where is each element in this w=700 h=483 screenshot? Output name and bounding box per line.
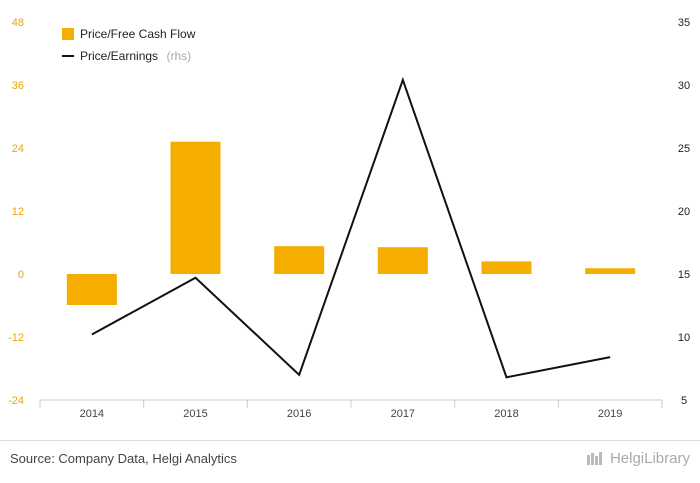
brand-logo: HelgiLibrary <box>586 450 690 467</box>
bar <box>585 268 636 274</box>
left-tick-label: 24 <box>12 143 24 155</box>
bar <box>274 246 325 274</box>
left-tick-label: -12 <box>8 332 24 344</box>
x-tick-label: 2016 <box>287 408 311 420</box>
legend-swatch-bar <box>62 28 74 40</box>
right-tick-label: 10 <box>678 332 690 344</box>
left-tick-label: 0 <box>18 269 24 281</box>
legend-entry-line: Price/Earnings (rhs) <box>80 47 191 64</box>
x-tick-label: 2014 <box>80 408 104 420</box>
x-tick-label: 2018 <box>494 408 518 420</box>
source-note: Source: Company Data, Helgi Analytics <box>10 451 237 466</box>
legend-label-bar: Price/Free Cash Flow <box>80 27 196 41</box>
left-tick-label: 48 <box>12 17 24 29</box>
right-tick-label: 20 <box>678 206 690 218</box>
left-axis-ticks: -24 -12 0 12 24 36 48 <box>8 17 24 407</box>
right-tick-label: 30 <box>678 80 690 92</box>
right-tick-label: 15 <box>678 269 690 281</box>
footer-divider <box>0 440 700 441</box>
x-tick-label: 2015 <box>183 408 207 420</box>
legend-rhs-tag: (rhs) <box>167 49 192 63</box>
x-axis: 2014 2015 2016 2017 2018 2019 <box>39 399 663 420</box>
right-tick-label: 25 <box>678 143 690 155</box>
left-tick-label: 12 <box>12 206 24 218</box>
legend: Price/Free Cash Flow Price/Earnings (rhs… <box>62 27 196 64</box>
line-path <box>91 76 611 379</box>
right-tick-label: 5 <box>681 395 687 407</box>
line-series <box>91 76 611 379</box>
bar <box>377 247 428 274</box>
x-tick-label: 2017 <box>391 408 415 420</box>
x-tick-label: 2019 <box>598 408 622 420</box>
bar <box>481 261 532 274</box>
right-tick-label: 35 <box>678 17 690 29</box>
legend-label-line: Price/Earnings <box>80 49 158 63</box>
library-icon <box>586 452 602 465</box>
right-axis-ticks: 5 10 15 20 25 30 35 <box>678 17 690 407</box>
bar <box>66 274 117 305</box>
left-tick-label: 36 <box>12 80 24 92</box>
brand-name: HelgiLibrary <box>609 450 690 467</box>
bar <box>170 141 221 274</box>
bar-series <box>66 141 636 305</box>
left-tick-label: -24 <box>8 395 24 407</box>
